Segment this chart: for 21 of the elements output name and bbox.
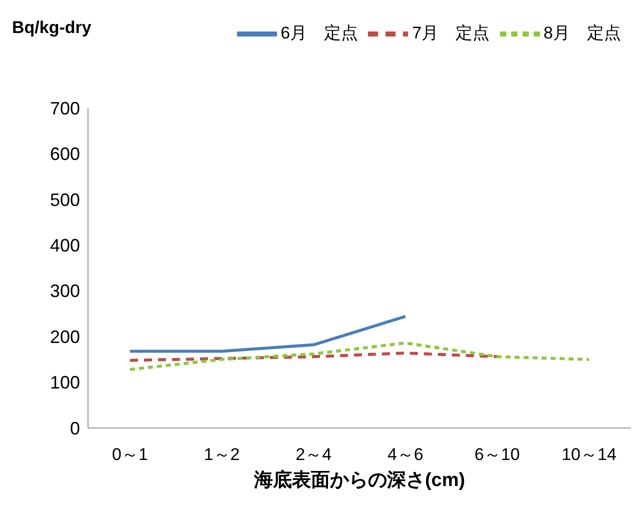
x-tick-label: 10～14 [562, 445, 616, 464]
legend-label: 7月 定点 [412, 23, 490, 42]
y-tick-label: 600 [50, 144, 80, 164]
y-tick-label: 200 [50, 326, 80, 347]
x-tick-label: 2～4 [296, 445, 332, 464]
line-series [128, 341, 590, 371]
x-tick-label: 4～6 [387, 445, 424, 464]
x-axis-title: 海底表面からの深さ(cm) [252, 469, 466, 491]
y-tick-label: 0 [70, 418, 80, 438]
x-tick-label: 6～10 [474, 445, 520, 464]
y-tick-label: 400 [50, 236, 80, 256]
legend-label: 8月 定点 [544, 23, 621, 42]
x-tick-label: 1～2 [204, 445, 240, 464]
legend-label: 6月 定点 [280, 23, 358, 42]
line-series [128, 352, 499, 362]
y-tick-label: 100 [50, 372, 80, 393]
x-tick-label: 0～1 [112, 445, 148, 464]
y-axis-title: Bq/kg-dry [12, 18, 92, 38]
y-tick-label: 500 [50, 190, 80, 210]
y-tick-label: 300 [50, 281, 80, 302]
y-tick-label: 700 [50, 98, 80, 118]
